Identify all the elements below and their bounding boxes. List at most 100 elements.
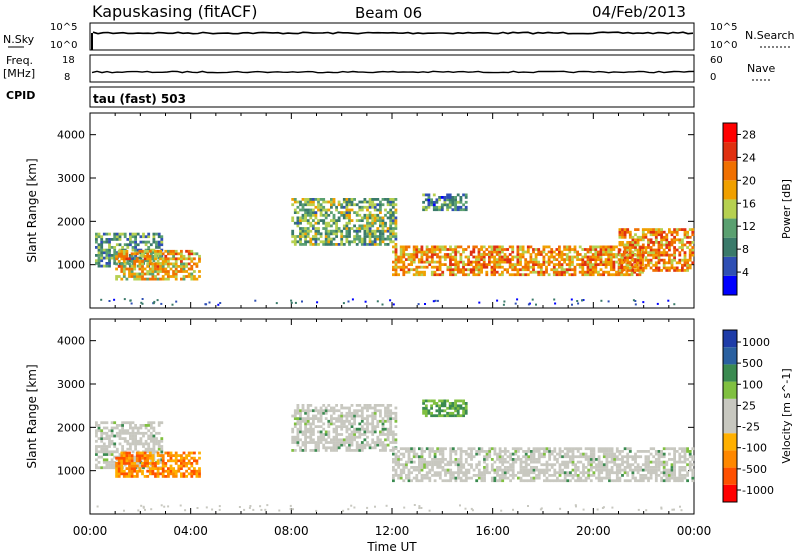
velocity-cell: [126, 421, 130, 425]
power-cell: [668, 241, 671, 244]
velocity-cell: [337, 443, 341, 447]
velocity-cell: [190, 472, 194, 476]
power-cell: [660, 235, 663, 239]
velocity-cell: [128, 456, 131, 460]
power-cell: [441, 245, 445, 249]
velocity-cell: [394, 441, 398, 444]
power-cell: [386, 243, 390, 246]
velocity-cell: [566, 460, 570, 464]
velocity-cell: [130, 467, 134, 470]
power-cell: [386, 235, 390, 238]
velocity-cell: [135, 472, 139, 476]
velocity-cell: [156, 459, 160, 463]
power-cell: [441, 248, 445, 251]
velocity-cell: [319, 438, 323, 442]
power-cell: [304, 208, 307, 212]
power-cell: [138, 260, 142, 263]
power-cell: [309, 211, 313, 214]
power-cell: [293, 237, 297, 241]
velocity-cell: [457, 466, 460, 469]
velocity-cell: [182, 475, 186, 478]
velocity-cell: [122, 469, 126, 473]
velocity-cell: [548, 447, 551, 451]
power-cell: [477, 258, 481, 261]
power-cell: [389, 237, 393, 241]
velocity-cell: [110, 450, 114, 454]
velocity-cell: [190, 475, 194, 478]
power-cell: [673, 258, 676, 262]
power-cell: [485, 265, 489, 269]
velocity-cell: [358, 404, 362, 407]
velocity-cell: [618, 471, 622, 475]
power-cell: [545, 260, 548, 264]
power-cell: [394, 243, 398, 246]
velocity-cell: [626, 471, 630, 475]
power-cell: [691, 261, 695, 265]
power-cell: [394, 265, 398, 269]
velocity-cell: [501, 455, 505, 459]
velocity-cell: [517, 471, 520, 475]
velocity-cell: [683, 468, 687, 472]
velocity-cell: [613, 460, 617, 464]
velocity-cell: [654, 466, 658, 469]
velocity-noise: [575, 505, 577, 508]
velocity-cell: [376, 443, 380, 447]
power-cell: [552, 250, 556, 254]
power-cell: [529, 258, 533, 261]
power-cell: [122, 260, 126, 263]
power-cell: [136, 248, 140, 252]
velocity-cell: [345, 449, 349, 452]
velocity-cell: [102, 442, 106, 446]
velocity-cell: [438, 404, 441, 408]
power-cell: [604, 260, 608, 264]
velocity-cell: [631, 468, 635, 472]
power-cell: [301, 229, 305, 233]
velocity-noise: [637, 508, 640, 511]
velocity-cell: [392, 466, 395, 469]
velocity-cell: [634, 452, 637, 456]
power-cell: [147, 232, 151, 236]
velocity-cell: [122, 472, 126, 476]
power-cell: [621, 256, 624, 260]
velocity-cell: [97, 426, 101, 430]
power-cell: [133, 277, 137, 281]
velocity-cell: [169, 464, 173, 468]
velocity-cell: [503, 474, 507, 477]
power-cell: [154, 267, 157, 271]
power-cell: [296, 240, 300, 244]
velocity-cell: [139, 442, 143, 446]
velocity-cell: [582, 452, 585, 456]
velocity-cell: [174, 456, 178, 460]
power-cell: [187, 257, 191, 261]
velocity-cell: [589, 466, 593, 469]
power-cell: [102, 232, 106, 236]
velocity-cell: [317, 430, 320, 434]
velocity-cell: [348, 449, 351, 452]
power-cell: [130, 265, 134, 268]
velocity-cell: [126, 442, 130, 446]
velocity-cell: [605, 450, 609, 453]
velocity-cell: [490, 466, 494, 469]
velocity-cell: [584, 466, 588, 469]
velocity-cell: [563, 466, 567, 469]
power-cell: [309, 198, 313, 201]
velocity-cell: [160, 447, 164, 451]
velocity-cell: [332, 406, 336, 410]
velocity-cell: [335, 441, 338, 444]
power-cell: [180, 262, 183, 266]
power-cell: [342, 200, 346, 204]
velocity-cell: [457, 463, 460, 467]
power-noise: [424, 303, 426, 305]
velocity-cell: [454, 458, 458, 461]
power-cell: [446, 208, 449, 212]
velocity-cell: [373, 404, 377, 407]
power-cell: [138, 249, 142, 253]
power-cell: [100, 264, 104, 268]
velocity-cell: [608, 450, 611, 453]
power-cell: [366, 232, 369, 236]
power-cell: [433, 265, 437, 269]
power-cell: [462, 208, 465, 212]
power-cell: [591, 263, 595, 266]
velocity-cell: [530, 452, 533, 456]
velocity-cell: [496, 466, 499, 469]
